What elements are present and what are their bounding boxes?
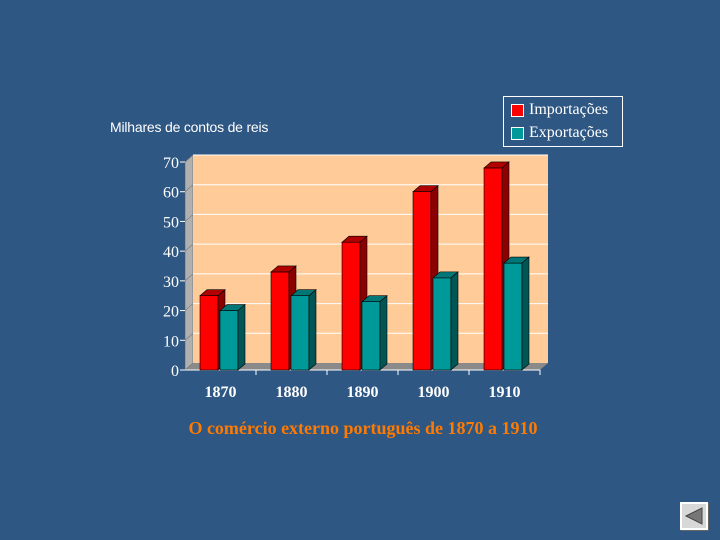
bar-exports-1910 [503, 256, 530, 371]
legend-swatch-exports [511, 126, 524, 140]
y-axis-ticks: 0 10 20 30 40 50 60 70 [163, 155, 540, 380]
legend-label-imports: Importações [529, 101, 609, 118]
bar-front [199, 295, 219, 371]
bar-front [290, 295, 310, 371]
legend: Importações Exportações [503, 96, 623, 147]
gridline-side [184, 362, 194, 371]
x-tick-label: 1910 [489, 384, 521, 401]
legend-label-exports: Exportações [529, 124, 609, 141]
x-tick-label: 1890 [347, 384, 379, 401]
x-axis-labels: 1870 1880 1890 1900 1910 [205, 370, 541, 401]
gridline-side [184, 333, 194, 341]
y-axis-label: Milhares de contos de reis [110, 119, 269, 135]
gridline-side [184, 303, 194, 311]
x-tick-label: 1870 [205, 384, 237, 401]
x-tick-label: 1900 [418, 384, 450, 401]
y-tick-label: 10 [163, 333, 179, 350]
bar-side [450, 271, 459, 371]
gridline-side [184, 184, 194, 192]
bars [199, 161, 530, 371]
y-tick-label: 60 [163, 185, 179, 202]
bar-side [308, 289, 317, 371]
bar-front [483, 167, 503, 371]
bar-exports-1880 [290, 289, 317, 371]
y-tick-label: 50 [163, 214, 179, 231]
chart-title: O comércio externo português de 1870 a 1… [188, 418, 538, 438]
gridline-side [184, 154, 194, 163]
bar-side [379, 295, 388, 371]
bar-front [219, 310, 239, 371]
bar-front [432, 277, 452, 371]
bar-front [341, 241, 361, 371]
plot-side-wall [184, 154, 194, 371]
bar-front [503, 262, 523, 371]
back-arrow-icon [684, 507, 703, 525]
y-tick-label: 70 [163, 155, 179, 172]
bar-exports-1900 [432, 271, 459, 371]
bar-side [521, 256, 530, 371]
bar-side [237, 303, 246, 371]
bar-front [412, 191, 432, 371]
gridline-side [184, 273, 194, 282]
bar-exports-1870 [219, 303, 246, 371]
bar-front [361, 301, 381, 371]
y-tick-label: 20 [163, 304, 179, 321]
back-button[interactable] [680, 502, 708, 530]
y-tick-label: 0 [171, 363, 179, 380]
y-tick-label: 30 [163, 274, 179, 291]
gridline-side [184, 243, 194, 252]
x-tick-label: 1880 [276, 384, 308, 401]
legend-swatch-imports [511, 103, 524, 117]
bar-front [270, 271, 290, 371]
legend-item-exports: Exportações [511, 123, 608, 143]
legend-item-imports: Importações [511, 100, 608, 120]
bar-exports-1890 [361, 295, 388, 371]
y-tick-label: 40 [163, 244, 179, 261]
gridline-side [184, 214, 194, 222]
